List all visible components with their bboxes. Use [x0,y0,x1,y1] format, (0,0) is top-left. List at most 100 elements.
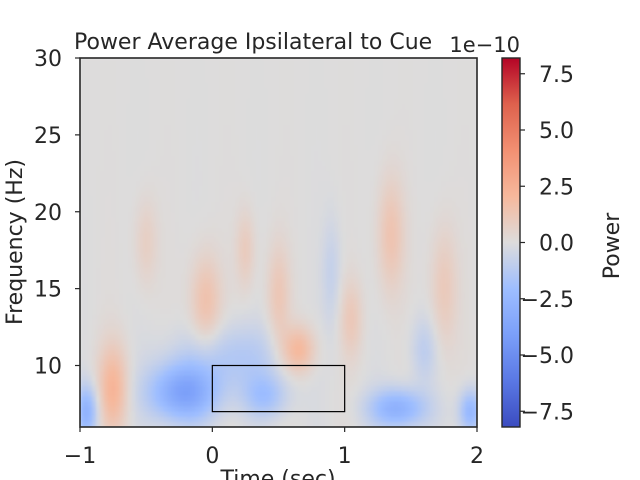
heatmap-cell [123,114,129,121]
heatmap-cell [254,391,260,397]
heatmap-cell [115,416,121,423]
heatmap-cell [345,350,351,356]
heatmap-cell [266,263,272,269]
heatmap-cell [163,170,168,177]
heatmap-cell [123,263,129,269]
heatmap-cell [99,304,105,310]
heatmap-cell [95,329,101,336]
heatmap-cell [222,155,228,162]
heatmap-cell [159,186,164,192]
heatmap-cell [266,416,272,423]
heatmap-cell [330,396,335,402]
heatmap-cell [294,227,299,233]
heatmap-cell [211,421,216,427]
heatmap-cell [298,324,303,331]
heatmap-cell [326,211,331,218]
heatmap-cell [107,293,113,300]
heatmap-cell [135,99,141,105]
heatmap-cell [195,288,200,295]
heatmap-cell [314,350,319,356]
heatmap-cell [318,119,323,126]
heatmap-cell [179,360,184,367]
heatmap-cell [207,206,212,213]
heatmap-cell [349,206,355,213]
heatmap-cell [159,134,164,141]
heatmap-cell [274,119,280,126]
heatmap-cell [258,380,264,387]
heatmap-cell [99,186,105,192]
heatmap-cell [107,196,113,203]
heatmap-cell [95,365,101,372]
heatmap-cell [203,114,208,121]
heatmap-cell [187,114,192,121]
heatmap-cell [262,181,268,187]
heatmap-cell [334,68,339,74]
heatmap-cell [147,191,153,197]
heatmap-cell [302,206,307,213]
heatmap-cell [119,186,125,192]
heatmap-cell [107,288,113,295]
heatmap-cell [91,83,97,90]
heatmap-cell [191,304,196,310]
heatmap-cell [139,283,145,290]
heatmap-cell [175,304,180,310]
heatmap-cell [342,68,347,74]
heatmap-cell [258,206,264,213]
heatmap-cell [147,145,153,151]
heatmap-cell [99,309,105,315]
heatmap-cell [139,304,145,310]
heatmap-cell [155,216,160,223]
heatmap-cell [159,386,164,392]
heatmap-cell [179,329,184,336]
heatmap-cell [353,119,359,126]
heatmap-cell [310,421,315,427]
heatmap-cell [242,421,248,427]
heatmap-cell [80,360,85,367]
heatmap-cell [119,181,125,187]
heatmap-cell [330,298,335,305]
heatmap-cell [306,416,311,423]
heatmap-cell [234,293,240,300]
heatmap-cell [226,293,232,300]
heatmap-cell [147,329,153,336]
heatmap-cell [207,283,212,290]
heatmap-cell [306,206,311,213]
heatmap-cell [203,78,208,85]
heatmap-cell [326,83,331,90]
heatmap-cell [123,165,129,172]
heatmap-cell [258,252,264,259]
heatmap-cell [123,232,129,238]
heatmap-cell [151,247,157,254]
heatmap-cell [222,329,228,336]
heatmap-cell [302,370,307,377]
heatmap-cell [83,88,89,95]
heatmap-cell [187,196,192,203]
heatmap-cell [191,83,196,90]
heatmap-cell [353,99,359,105]
heatmap-cell [322,411,327,418]
heatmap-cell [230,309,236,315]
heatmap-cell [91,411,97,418]
heatmap-cell [115,88,121,95]
heatmap-cell [274,380,280,387]
heatmap-cell [306,140,311,146]
heatmap-cell [80,109,85,115]
heatmap-cell [345,227,351,233]
heatmap-cell [218,421,224,427]
heatmap-cell [175,155,180,162]
heatmap-cell [322,191,327,197]
heatmap-cell [80,78,85,85]
heatmap-cell [171,283,176,290]
heatmap-cell [111,237,117,244]
heatmap-cell [334,104,339,110]
heatmap-cell [322,309,327,315]
heatmap-cell [187,252,192,259]
heatmap-cell [338,191,343,197]
heatmap-cell [278,232,284,238]
heatmap-cell [302,216,307,223]
heatmap-cell [207,119,212,126]
heatmap-cell [151,396,157,402]
heatmap-cell [326,370,331,377]
heatmap-cell [167,170,172,177]
heatmap-cell [242,170,248,177]
